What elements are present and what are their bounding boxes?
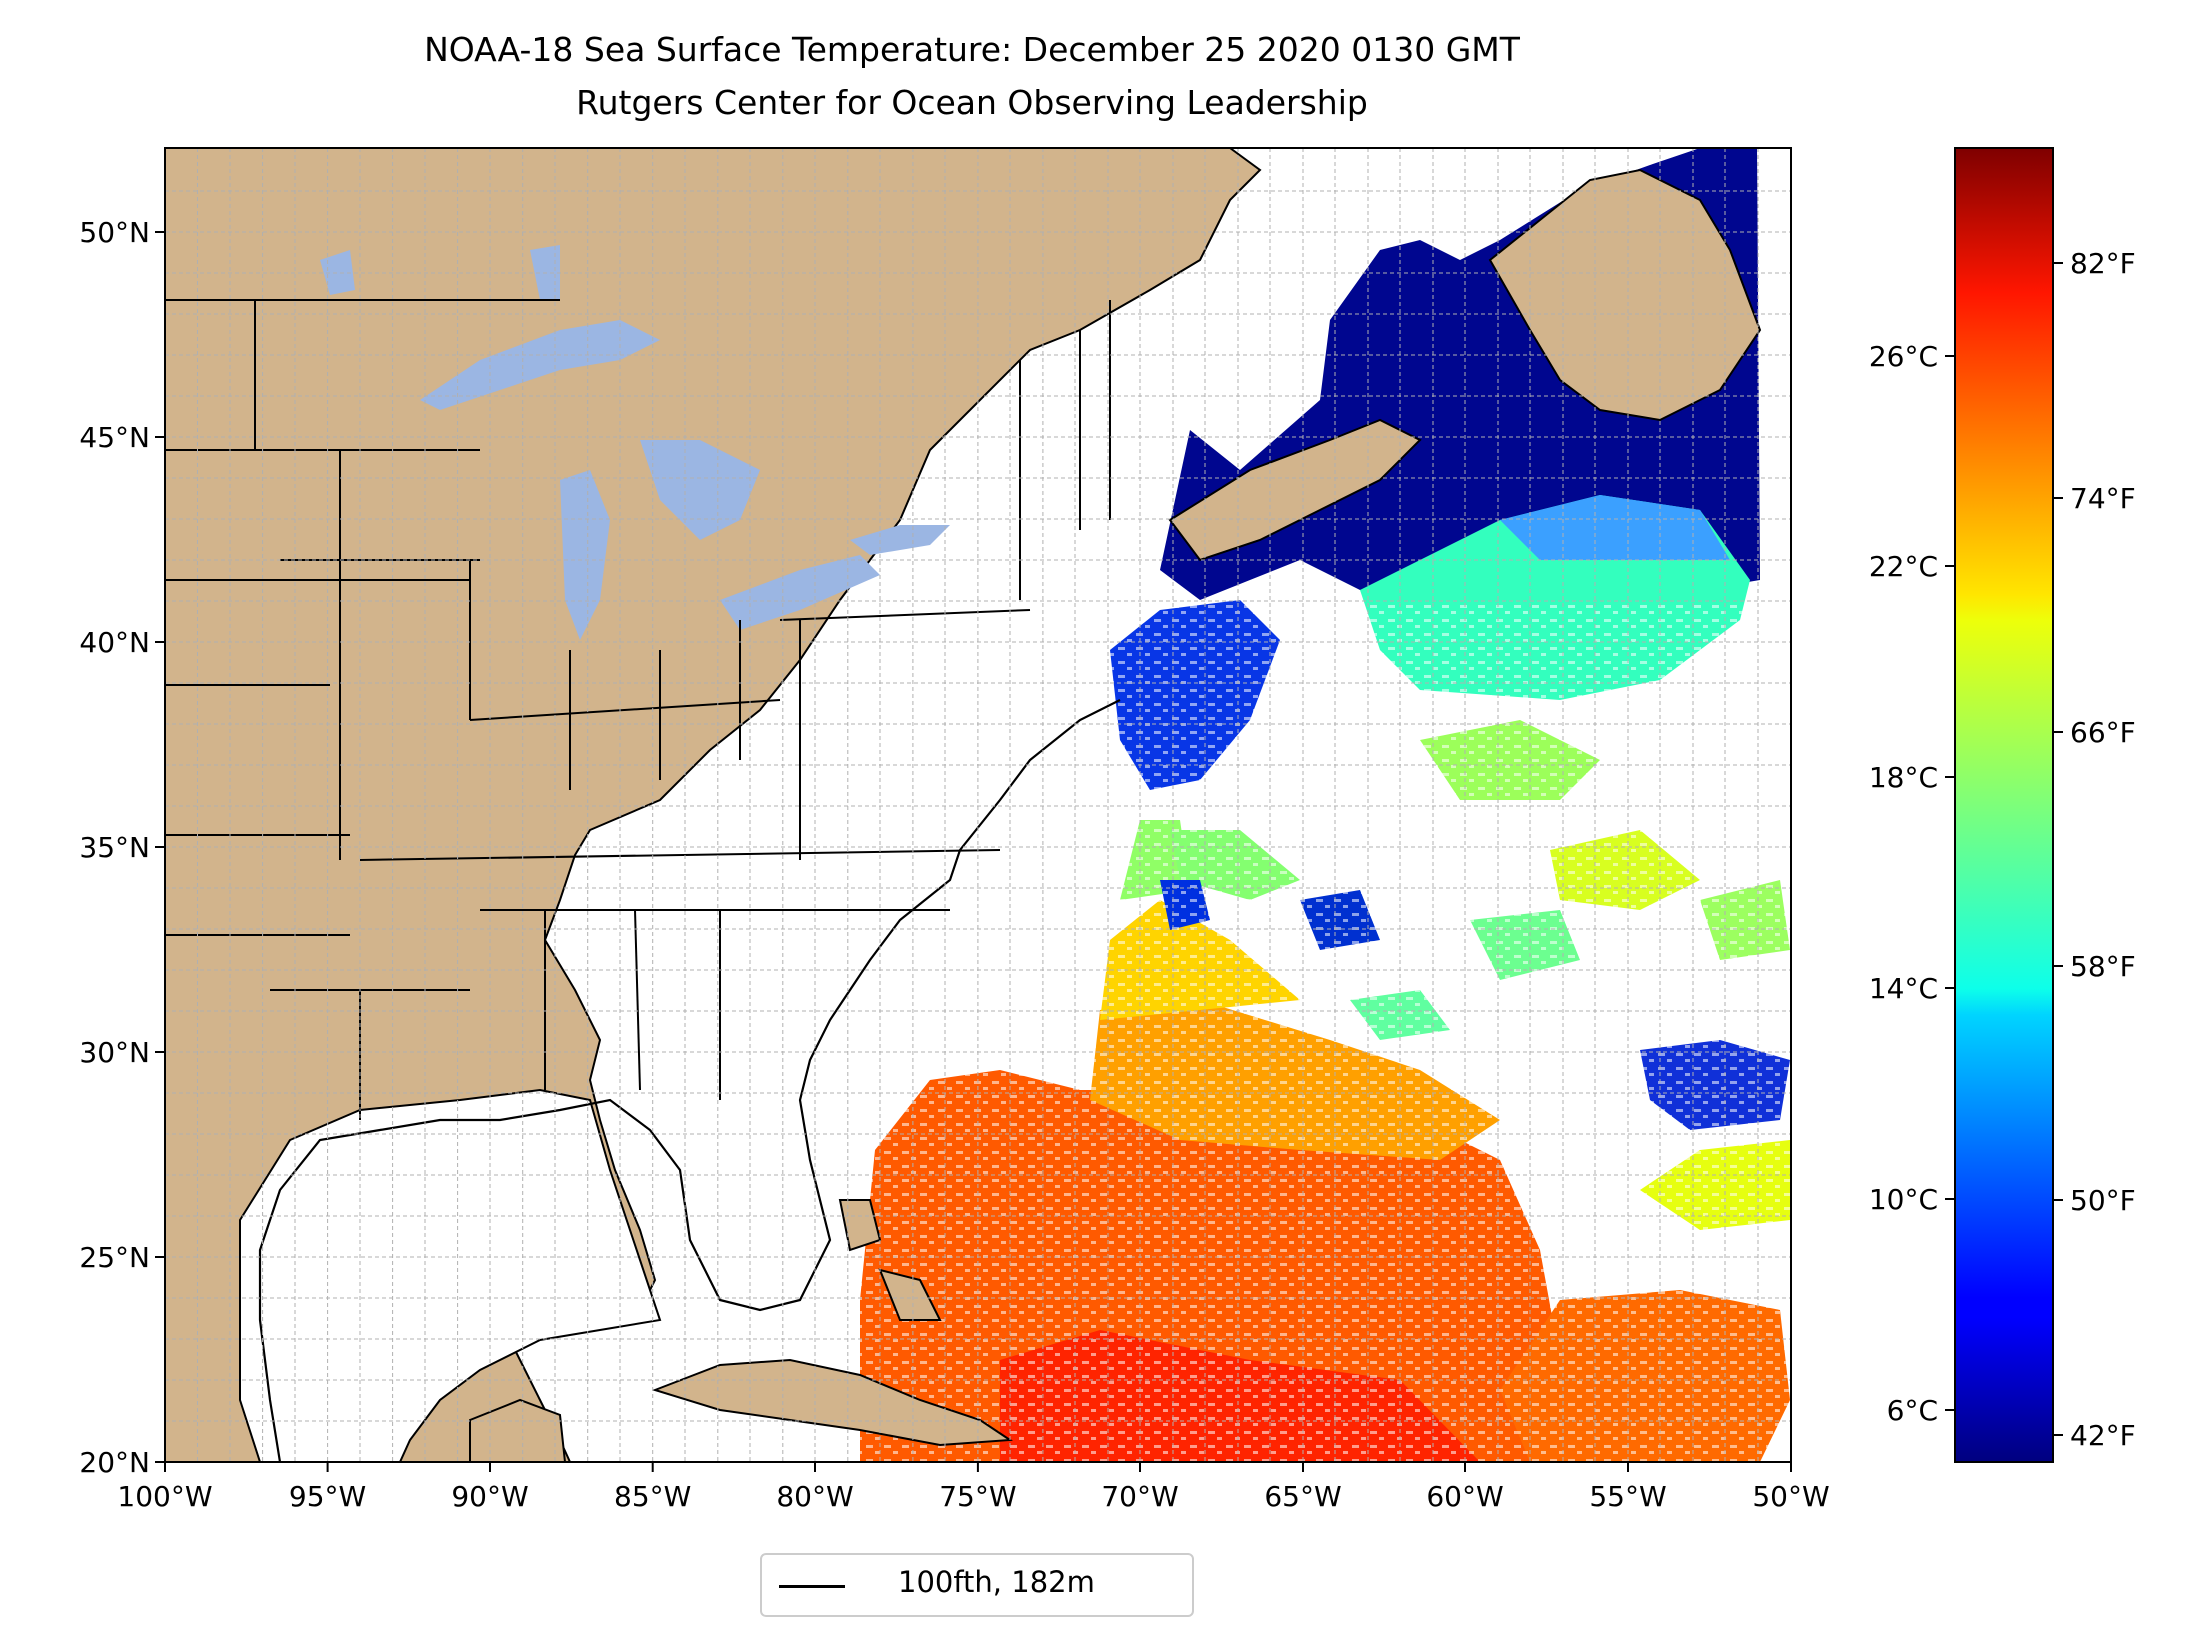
map-title: NOAA-18 Sea Surface Temperature: Decembe… [424, 30, 1520, 69]
isobath-100fth [258, 699, 1121, 1462]
gulf-of-mexico [239, 1088, 662, 1462]
colorbar-celsius-label: 14°C [1869, 972, 1938, 1005]
legend: 100fth, 182m [760, 1553, 1194, 1617]
x-axis [164, 1462, 1792, 1472]
colorbar-celsius-label: 6°C [1887, 1394, 1938, 1427]
gridlines [165, 148, 1791, 1462]
colorbar-fahrenheit-label: 66°F [2070, 716, 2136, 749]
cloud-mask-speckle [860, 600, 1791, 1462]
y-axis [155, 231, 165, 1463]
lake-ontario [850, 525, 950, 555]
x-tick-label: 80°W [776, 1480, 853, 1513]
colorbar-celsius-label: 10°C [1869, 1183, 1938, 1216]
x-tick-label: 50°W [1752, 1480, 1829, 1513]
sst-cool-front-edge [1500, 495, 1730, 560]
x-tick-label: 75°W [939, 1480, 1016, 1513]
y-tick-label: 20°N [79, 1446, 150, 1479]
map-area [165, 148, 1791, 1462]
colorbar-fahrenheit-ticks [2053, 262, 2063, 1436]
lake-erie [720, 555, 880, 630]
colorbar-celsius-label: 18°C [1869, 761, 1938, 794]
colorbar-fahrenheit-label: 42°F [2070, 1419, 2136, 1452]
colorbar-fahrenheit-label: 50°F [2070, 1184, 2136, 1217]
x-tick-label: 55°W [1589, 1480, 1666, 1513]
x-tick-label: 85°W [614, 1480, 691, 1513]
colorbar-fahrenheit-label: 58°F [2070, 950, 2136, 983]
x-tick-label: 65°W [1264, 1480, 1341, 1513]
x-tick-label: 95°W [289, 1480, 366, 1513]
y-tick-label: 30°N [79, 1036, 150, 1069]
x-tick-label: 60°W [1426, 1480, 1503, 1513]
land-yucatan [469, 1398, 567, 1462]
colorbar-fahrenheit-label: 82°F [2070, 247, 2136, 280]
x-tick-label: 100°W [117, 1480, 212, 1513]
map-subtitle: Rutgers Center for Ocean Observing Leade… [576, 83, 1368, 122]
colorbar: 6°C 10°C 14°C 18°C 22°C 26°C 42°F 50°F 5… [1869, 147, 2136, 1463]
land-cuba [651, 1358, 1013, 1447]
colorbar-gradient [1954, 147, 2054, 1463]
great-lakes [320, 245, 950, 640]
colorbar-celsius-label: 22°C [1869, 550, 1938, 583]
x-tick-labels: 100°W 95°W 90°W 85°W 80°W 75°W 70°W 65°W… [117, 1480, 1829, 1513]
y-tick-label: 50°N [79, 216, 150, 249]
legend-line-swatch [779, 1585, 845, 1588]
colorbar-celsius-label: 26°C [1869, 340, 1938, 373]
lake-huron [640, 440, 760, 540]
y-tick-label: 35°N [79, 831, 150, 864]
y-tick-label: 45°N [79, 421, 150, 454]
land-bahamas-2 [878, 1268, 942, 1321]
sst-data-layer [860, 148, 1791, 1462]
colorbar-celsius-ticks [1945, 355, 1955, 1411]
y-tick-label: 25°N [79, 1241, 150, 1274]
x-tick-label: 70°W [1101, 1480, 1178, 1513]
lake-michigan [560, 470, 610, 640]
y-tick-label: 40°N [79, 626, 150, 659]
lake-inland-west [320, 250, 355, 295]
legend-label: 100fth, 182m [898, 1565, 1095, 1599]
y-tick-labels: 20°N 25°N 30°N 35°N 40°N 45°N 50°N [79, 216, 150, 1479]
lake-superior [420, 320, 660, 410]
colorbar-fahrenheit-label: 74°F [2070, 482, 2136, 515]
x-tick-label: 90°W [451, 1480, 528, 1513]
